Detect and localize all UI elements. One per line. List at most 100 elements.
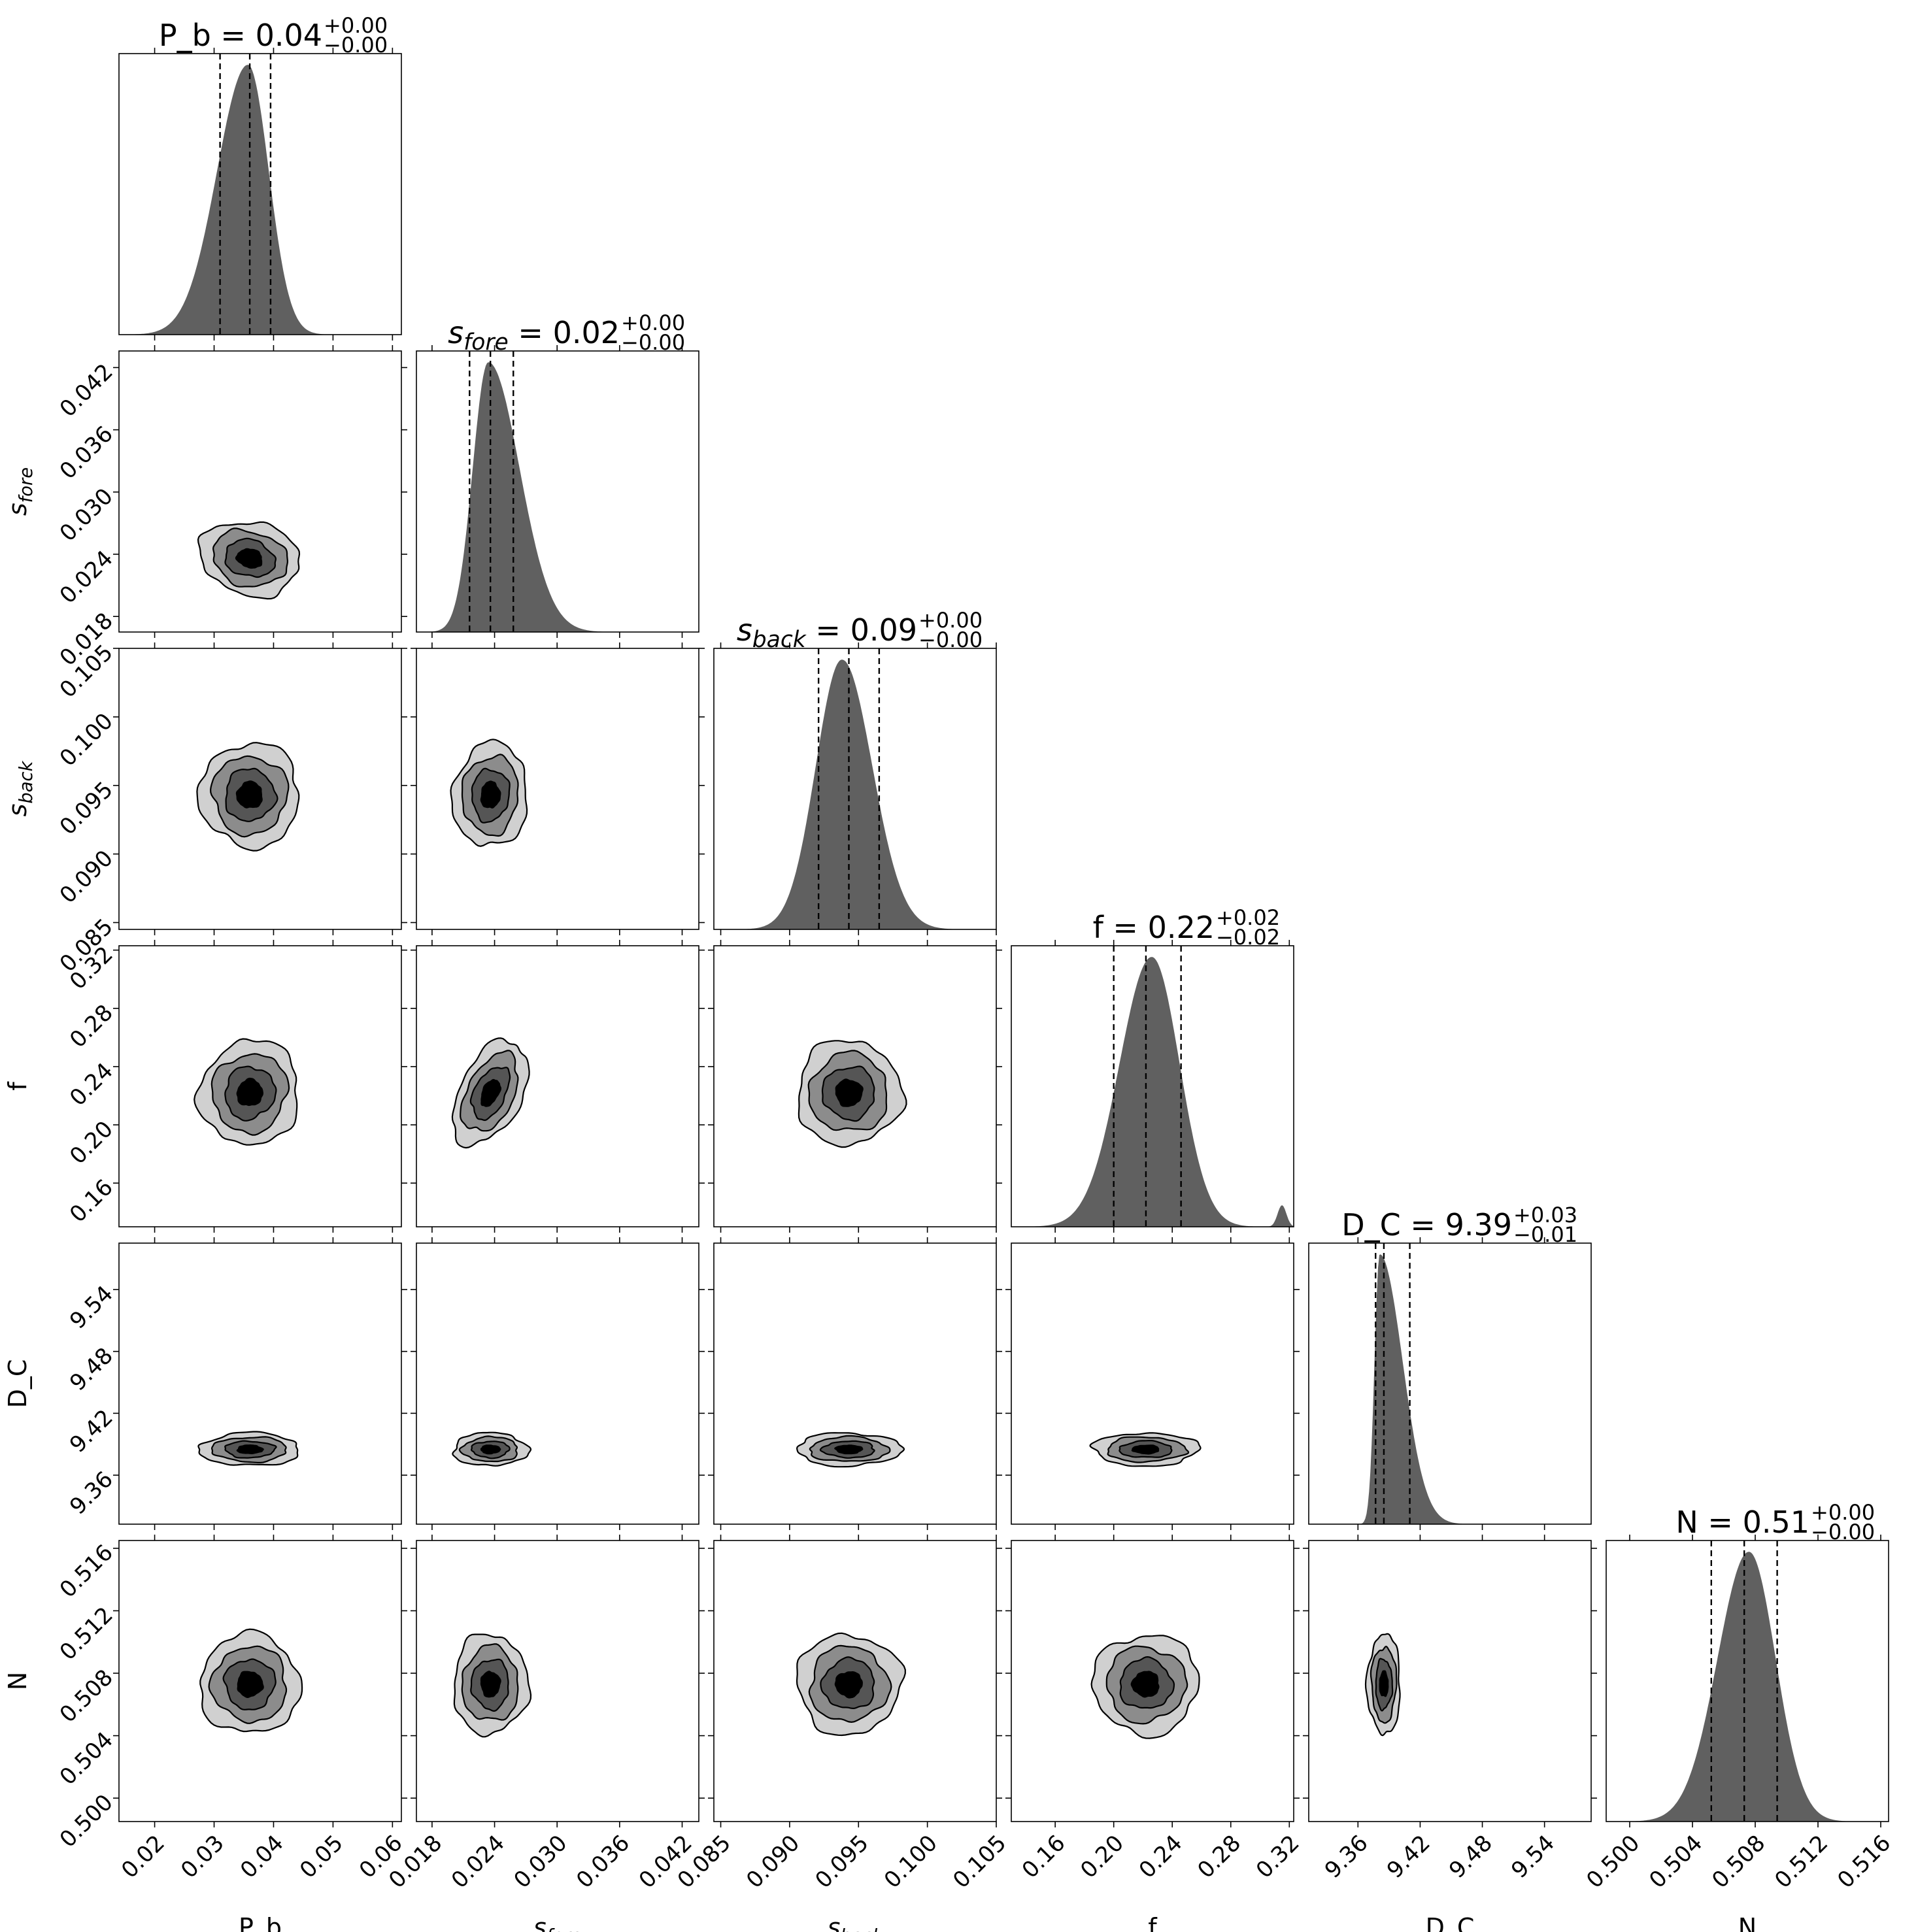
contour-D_C-vs-s_fore	[452, 1431, 532, 1467]
x-axis-label-s_fore: sfore	[533, 1913, 582, 1932]
histogram-P_b	[119, 54, 401, 335]
y-tick-label: 0.090	[55, 845, 118, 908]
histogram-fill-f	[1011, 957, 1294, 1227]
contour-f-vs-P_b	[193, 1038, 298, 1146]
contour-N-vs-D_C	[1364, 1633, 1401, 1737]
contour-D_C-vs-s_back	[796, 1432, 905, 1468]
contour-N-vs-s_back	[796, 1632, 906, 1737]
x-tick-label: 0.32	[1251, 1830, 1305, 1884]
panel-frame	[1606, 1540, 1889, 1822]
panel-frame	[118, 945, 402, 1227]
histogram-fill-D_C	[1309, 1254, 1591, 1524]
panel-frame	[713, 1540, 997, 1822]
contour-level-3	[236, 1077, 264, 1107]
x-tick-label: 9.36	[1320, 1830, 1373, 1884]
contour-N-vs-f	[1090, 1635, 1200, 1739]
panel-title-upper-err-f: +0.02	[1216, 905, 1280, 930]
contour-level-3	[834, 1444, 864, 1455]
y-tick-label: 0.042	[55, 359, 118, 422]
x-tick-label: 0.28	[1192, 1830, 1246, 1884]
y-tick-label: 9.48	[65, 1342, 118, 1396]
x-tick-label: 0.095	[810, 1830, 873, 1893]
y-tick-label: 9.36	[65, 1467, 118, 1520]
x-tick-label: 0.100	[879, 1830, 943, 1893]
contour-D_C-vs-P_b	[197, 1431, 299, 1466]
panel-title-upper-err-P_b: +0.00	[324, 13, 388, 38]
contour-f-vs-s_fore	[451, 1037, 530, 1149]
panel-frame	[713, 648, 997, 930]
y-tick-label: 0.030	[55, 483, 118, 546]
panel-frame	[118, 1242, 402, 1525]
panel-title-upper-err-D_C: +0.03	[1513, 1203, 1577, 1227]
y-tick-label: 0.100	[55, 708, 118, 771]
contour-level-3	[1131, 1444, 1160, 1455]
y-tick-label: 0.500	[55, 1790, 118, 1853]
histogram-fill-P_b	[119, 65, 401, 335]
histogram-fill-s_back	[714, 659, 996, 929]
x-tick-label: 0.508	[1707, 1830, 1770, 1893]
x-axis-label-P_b: P_b	[239, 1913, 282, 1932]
panel-frame	[1308, 1540, 1592, 1822]
panel-frame	[118, 1540, 402, 1822]
x-tick-label: 0.04	[235, 1830, 289, 1884]
x-axis-label-f: f	[1148, 1913, 1158, 1932]
panel-title-upper-err-s_back: +0.00	[918, 608, 983, 633]
x-tick-label: 0.090	[741, 1830, 805, 1893]
panel-frame	[1011, 945, 1294, 1227]
y-tick-label: 0.20	[65, 1116, 118, 1170]
histogram-fill-N	[1606, 1552, 1889, 1822]
contour-level-3	[235, 548, 263, 569]
y-axis-label-f: f	[3, 1081, 32, 1091]
y-tick-label: 0.24	[65, 1058, 118, 1111]
y-tick-label: 0.036	[55, 421, 118, 484]
contour-level-3	[236, 1444, 264, 1454]
histogram-fill-s_fore	[416, 362, 699, 632]
y-tick-label: 0.28	[65, 999, 118, 1053]
panel-frame	[416, 945, 699, 1227]
contour-D_C-vs-f	[1089, 1432, 1202, 1467]
contour-s_back-vs-s_fore	[450, 739, 528, 847]
y-axis-label-N: N	[3, 1672, 32, 1690]
x-tick-label: 0.24	[1134, 1830, 1188, 1884]
panel-title-f: f = 0.22	[1093, 910, 1215, 945]
panel-title-s_back: sback = 0.09	[737, 612, 917, 653]
histogram-N	[1606, 1541, 1889, 1822]
panel-frame	[713, 1242, 997, 1525]
panel-title-upper-err-s_fore: +0.00	[621, 310, 685, 335]
x-tick-label: 0.20	[1075, 1830, 1129, 1884]
contour-level-3	[480, 1444, 501, 1455]
x-tick-label: 9.42	[1382, 1830, 1436, 1884]
x-tick-label: 9.48	[1444, 1830, 1498, 1884]
x-tick-label: 0.03	[176, 1830, 229, 1884]
panel-frame	[1011, 1540, 1294, 1822]
panel-frame	[1011, 1242, 1294, 1525]
panel-frame	[416, 1242, 699, 1525]
x-tick-label: 0.512	[1770, 1830, 1833, 1893]
panel-title-upper-err-N: +0.00	[1811, 1500, 1875, 1525]
contour-s_fore-vs-P_b	[197, 521, 301, 600]
contour-level-3	[480, 1078, 501, 1107]
contour-level-3	[235, 780, 263, 808]
panel-frame	[1308, 1242, 1592, 1525]
x-tick-label: 0.05	[295, 1830, 348, 1884]
contour-level-3	[480, 780, 501, 809]
contour-level-3	[834, 1671, 863, 1699]
panel-title-D_C: D_C = 9.39	[1341, 1207, 1512, 1242]
contour-level-3	[1379, 1670, 1389, 1697]
y-tick-label: 0.508	[55, 1665, 118, 1728]
panel-title-N: N = 0.51	[1675, 1505, 1809, 1540]
contour-f-vs-s_back	[798, 1040, 907, 1148]
contour-N-vs-P_b	[199, 1628, 303, 1733]
panel-frame	[713, 945, 997, 1227]
contour-level-3	[1130, 1671, 1160, 1698]
x-tick-label: 0.02	[116, 1830, 170, 1884]
y-tick-label: 0.095	[55, 776, 118, 840]
x-tick-label: 0.030	[509, 1830, 572, 1893]
x-tick-label: 0.16	[1017, 1830, 1071, 1884]
y-axis-label-s_fore: sfore	[3, 467, 37, 516]
y-tick-label: 0.516	[55, 1539, 118, 1603]
contour-N-vs-s_fore	[453, 1633, 532, 1738]
y-tick-label: 0.504	[55, 1727, 118, 1790]
y-tick-label: 9.42	[65, 1405, 118, 1458]
